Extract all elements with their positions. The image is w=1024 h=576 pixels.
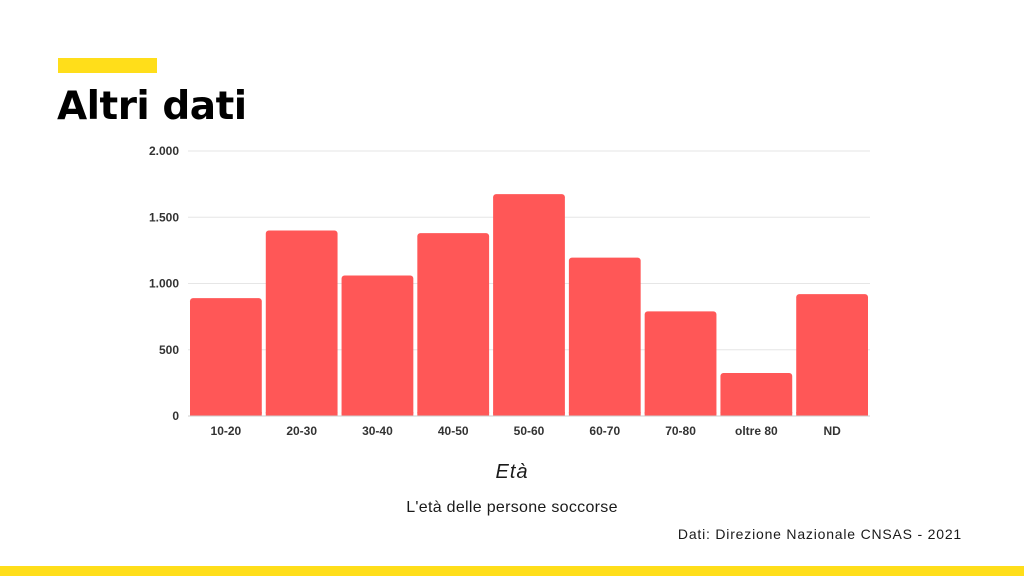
- y-tick-label: 1.000: [149, 277, 179, 291]
- x-tick-label: oltre 80: [735, 424, 778, 438]
- y-tick-label: 2.000: [149, 144, 179, 158]
- x-tick-label: 50-60: [514, 424, 545, 438]
- page-title: Altri dati: [57, 84, 247, 129]
- bar: [341, 275, 414, 416]
- bar-base: [720, 412, 793, 416]
- source-note: Dati: Direzione Nazionale CNSAS - 2021: [677, 526, 962, 542]
- chart-x-axis-label: Età: [495, 461, 529, 483]
- y-tick-label: 500: [159, 343, 179, 357]
- bar: [417, 233, 490, 416]
- chart-caption: L'età delle persone soccorse: [406, 499, 618, 516]
- bar: [493, 194, 565, 416]
- x-tick-label: 30-40: [362, 424, 393, 438]
- x-tick-label: 20-30: [286, 424, 317, 438]
- bar-base: [265, 412, 338, 416]
- bar: [190, 298, 262, 416]
- x-tick-label: 70-80: [665, 424, 696, 438]
- bar-base: [644, 412, 717, 416]
- x-tick-label: ND: [823, 424, 841, 438]
- bar-base: [417, 412, 490, 416]
- title-accent-bar: [58, 58, 157, 73]
- bar: [265, 230, 338, 416]
- bar: [796, 294, 868, 416]
- bar: [568, 257, 641, 416]
- x-tick-label: 60-70: [589, 424, 620, 438]
- x-tick-label: 10-20: [211, 424, 242, 438]
- x-tick-label: 40-50: [438, 424, 469, 438]
- bar-base: [796, 412, 868, 416]
- bar-base: [568, 412, 641, 416]
- y-tick-label: 1.500: [149, 210, 179, 224]
- y-tick-label: 0: [172, 409, 179, 423]
- bar-base: [190, 412, 262, 416]
- bar: [720, 372, 793, 416]
- bar-base: [493, 412, 565, 416]
- bar: [644, 311, 717, 416]
- bottom-accent-bar: [0, 566, 1024, 576]
- bar-base: [341, 412, 414, 416]
